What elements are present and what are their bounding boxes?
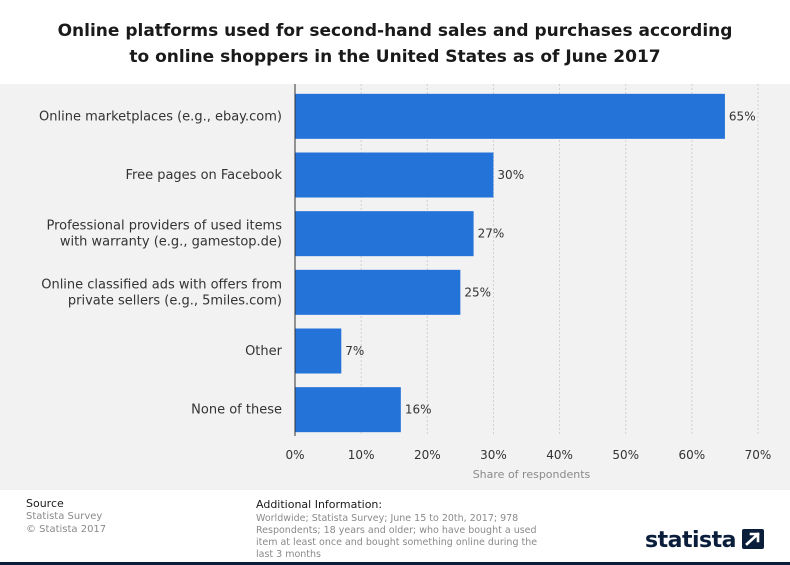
- logo-wordmark: statista: [645, 528, 736, 553]
- bar: [295, 211, 474, 257]
- x-tick-label: 30%: [480, 448, 507, 462]
- category-label: Free pages on Facebook: [125, 168, 282, 183]
- category-label: Online marketplaces (e.g., ebay.com): [39, 109, 282, 124]
- bar: [295, 269, 461, 315]
- bar: [295, 93, 725, 139]
- bar: [295, 387, 401, 433]
- category-label: Professional providers of used items: [46, 219, 282, 234]
- bar: [295, 328, 342, 374]
- x-tick-label: 40%: [546, 448, 573, 462]
- value-label: 30%: [497, 168, 524, 182]
- value-label: 16%: [405, 403, 432, 417]
- value-label: 7%: [345, 344, 364, 358]
- bar: [295, 152, 494, 198]
- source-line-copyright: © Statista 2017: [26, 524, 107, 535]
- statista-logo[interactable]: statista: [645, 528, 764, 553]
- chart-title-line-2: to online shoppers in the United States …: [129, 47, 661, 67]
- additional-information: Additional Information: Worldwide; Stati…: [256, 498, 556, 561]
- value-label: 65%: [729, 109, 756, 123]
- chart-panel: 65% Online marketplaces (e.g., ebay.com) 3…: [0, 84, 790, 490]
- statista-arrow-icon: [742, 528, 764, 553]
- value-label: 27%: [478, 227, 505, 241]
- source-line-survey: Statista Survey: [26, 511, 103, 522]
- x-tick-label: 0%: [285, 448, 304, 462]
- category-label: None of these: [191, 403, 282, 418]
- info-text: Worldwide; Statista Survey; June 15 to 2…: [256, 513, 538, 560]
- x-tick-label: 70%: [745, 448, 772, 462]
- category-label: Online classified ads with offers from: [41, 277, 282, 292]
- x-tick-label: 60%: [679, 448, 706, 462]
- value-label: 25%: [464, 285, 491, 299]
- chart-title: Online platforms used for second-hand sa…: [0, 18, 790, 70]
- category-label: with warranty (e.g., gamestop.de): [60, 235, 282, 250]
- source-block: Source Statista Survey © Statista 2017: [26, 497, 106, 536]
- x-tick-label: 20%: [414, 448, 441, 462]
- bar-chart: 65% Online marketplaces (e.g., ebay.com) 3…: [39, 84, 772, 481]
- footer-strip: [0, 562, 790, 565]
- x-axis-title: Share of respondents: [473, 468, 591, 481]
- x-tick-label: 50%: [612, 448, 639, 462]
- x-tick-label: 10%: [348, 448, 375, 462]
- info-heading: Additional Information:: [256, 498, 383, 511]
- footer: Source Statista Survey © Statista 2017 A…: [0, 490, 790, 565]
- category-label: Other: [245, 344, 283, 359]
- category-label: private sellers (e.g., 5miles.com): [68, 293, 282, 308]
- chart-title-line-1: Online platforms used for second-hand sa…: [57, 21, 733, 41]
- source-heading: Source: [26, 497, 64, 510]
